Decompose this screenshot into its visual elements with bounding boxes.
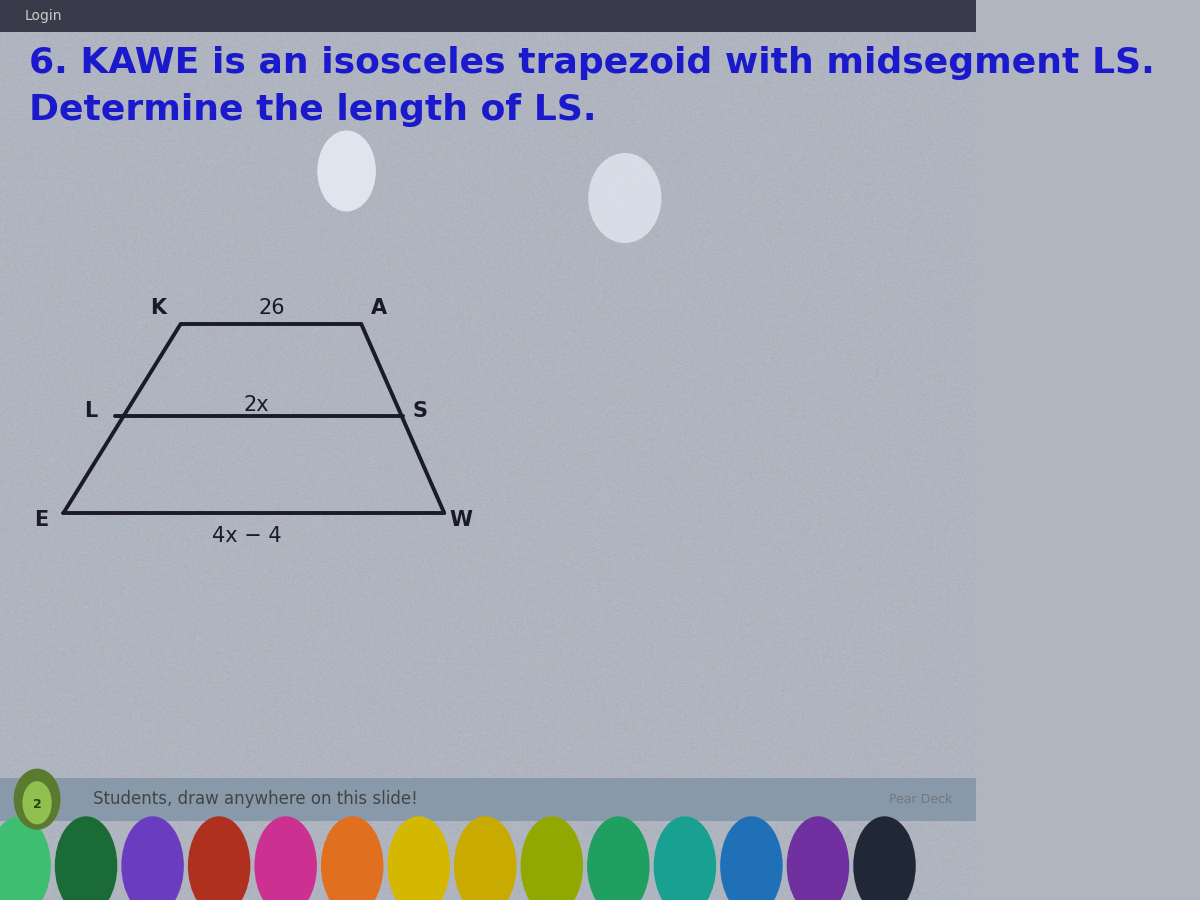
Ellipse shape [654, 816, 716, 900]
Text: Students, draw anywhere on this slide!: Students, draw anywhere on this slide! [92, 790, 418, 808]
Ellipse shape [317, 130, 376, 212]
Text: E: E [34, 510, 48, 530]
Text: Determine the length of LS.: Determine the length of LS. [29, 93, 596, 127]
Ellipse shape [254, 816, 317, 900]
Ellipse shape [787, 816, 850, 900]
Text: W: W [449, 510, 473, 530]
Text: 2x: 2x [244, 395, 270, 415]
Ellipse shape [720, 816, 782, 900]
Text: Pear Deck: Pear Deck [889, 793, 952, 806]
Ellipse shape [853, 816, 916, 900]
Ellipse shape [454, 816, 516, 900]
Ellipse shape [521, 816, 583, 900]
Ellipse shape [388, 816, 450, 900]
Text: Login: Login [24, 9, 62, 23]
Text: K: K [150, 298, 167, 318]
Text: L: L [84, 401, 97, 421]
Text: 26: 26 [258, 298, 284, 318]
Text: S: S [413, 401, 427, 421]
Ellipse shape [588, 153, 661, 243]
Ellipse shape [55, 816, 118, 900]
Bar [0, 778, 977, 821]
Ellipse shape [320, 816, 384, 900]
Text: 6. KAWE is an isosceles trapezoid with midsegment LS.: 6. KAWE is an isosceles trapezoid with m… [29, 46, 1156, 80]
Text: A: A [371, 298, 386, 318]
Ellipse shape [188, 816, 251, 900]
Ellipse shape [13, 769, 60, 830]
Text: 2: 2 [32, 798, 42, 811]
Ellipse shape [23, 781, 52, 824]
Text: 4x − 4: 4x − 4 [212, 526, 282, 545]
Ellipse shape [0, 816, 50, 900]
Bar [0, 0, 977, 32]
Ellipse shape [587, 816, 649, 900]
Ellipse shape [121, 816, 184, 900]
